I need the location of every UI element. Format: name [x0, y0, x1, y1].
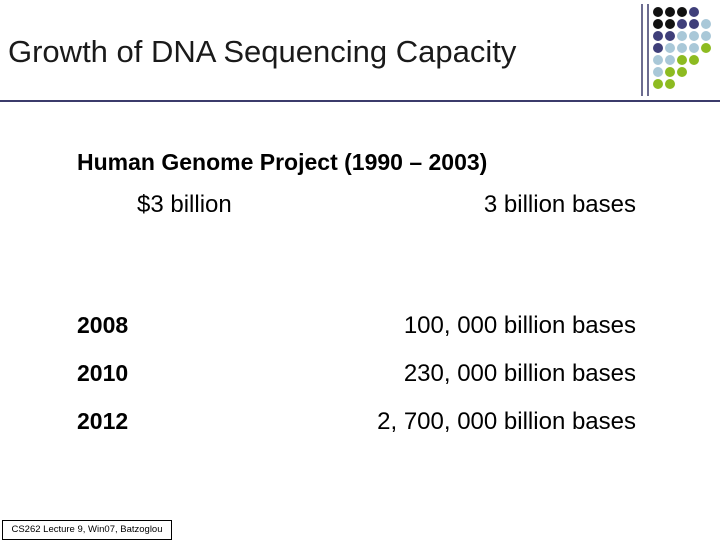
year: 2010: [77, 360, 129, 386]
bases: 100, 000 billion bases: [403, 312, 636, 339]
project-heading: Human Genome Project (1990 – 2003): [77, 149, 488, 175]
project-cost: $3 billion: [137, 191, 232, 218]
year: 2008: [77, 312, 129, 338]
dot-pattern: [653, 7, 711, 89]
bases: 230, 000 billion bases: [403, 360, 636, 387]
project-bases: 3 billion bases: [483, 191, 636, 218]
footer: CS262 Lecture 9, Win07, Batzoglou: [2, 520, 172, 540]
bases: 2, 700, 000 billion bases: [377, 408, 636, 435]
year: 2012: [77, 408, 129, 434]
slide-title: Growth of DNA Sequencing Capacity: [8, 34, 517, 69]
